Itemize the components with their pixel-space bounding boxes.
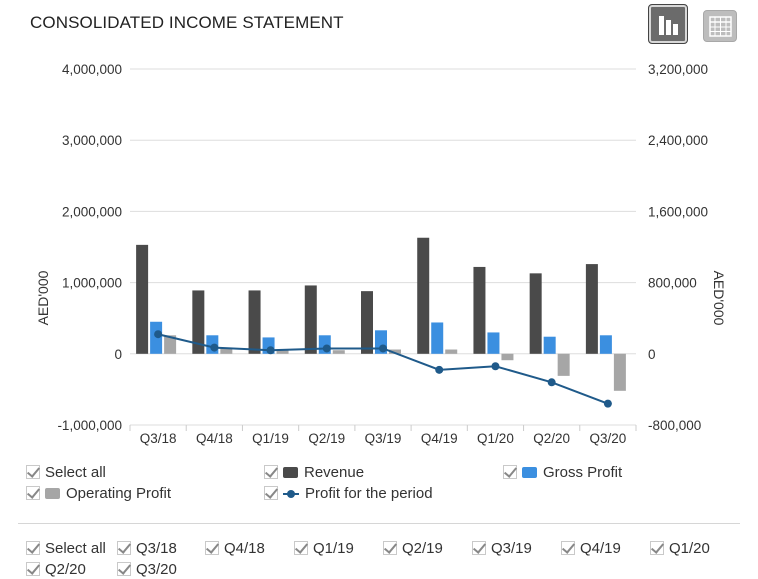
gross-profit-bar: [150, 321, 163, 354]
x-tick-label: Q2/20: [533, 431, 570, 446]
operating-profit-bar: [276, 350, 289, 354]
x-tick-label: Q3/19: [365, 431, 402, 446]
chart-title: CONSOLIDATED INCOME STATEMENT: [30, 13, 344, 32]
left-tick-label: 1,000,000: [62, 276, 122, 291]
divider: [18, 523, 740, 524]
left-axis-title: AED'000: [35, 270, 51, 325]
profit-point: [210, 343, 219, 352]
profit-point: [322, 344, 331, 353]
legend-operating-profit[interactable]: Operating Profit: [26, 485, 171, 502]
operating-profit-bar: [445, 349, 458, 354]
revenue-bar: [136, 244, 149, 354]
gross-profit-bar: [487, 332, 500, 354]
operating-profit-bar: [164, 335, 177, 354]
table-view-button[interactable]: [703, 10, 737, 42]
profit-point: [379, 344, 387, 353]
x-tick-label: Q1/20: [477, 431, 514, 446]
filter-period[interactable]: Q1/20: [650, 540, 710, 557]
gross-profit-bar: [599, 335, 612, 354]
revenue-bar: [417, 237, 430, 354]
filter-period[interactable]: Q3/19: [472, 540, 532, 557]
right-tick-label: 2,400,000: [648, 133, 708, 148]
profit-point: [491, 362, 500, 371]
operating-profit-bar: [332, 350, 345, 354]
revenue-bar: [361, 291, 373, 354]
revenue-swatch: [283, 467, 298, 478]
revenue-bar: [585, 264, 598, 354]
x-tick-label: Q2/19: [308, 431, 345, 446]
checkbox-icon[interactable]: [472, 541, 486, 555]
checkbox-icon[interactable]: [383, 541, 397, 555]
checkbox-icon[interactable]: [264, 465, 278, 479]
revenue-bar: [192, 290, 205, 354]
revenue-bar: [529, 273, 542, 354]
right-tick-label: -800,000: [648, 418, 701, 433]
x-tick-label: Q4/18: [196, 431, 233, 446]
right-tick-label: 3,200,000: [648, 62, 708, 77]
legend-revenue[interactable]: Revenue: [264, 464, 364, 481]
profit-point: [154, 330, 163, 339]
operating-profit-bar: [557, 353, 570, 376]
right-axis-title: AED'000: [711, 271, 727, 326]
x-tick-label: Q4/19: [421, 431, 458, 446]
bar-chart-icon: [659, 16, 678, 35]
checkbox-icon[interactable]: [26, 562, 40, 576]
chart-view-button[interactable]: [648, 4, 688, 44]
legend-profit-for-period[interactable]: Profit for the period: [264, 485, 433, 502]
right-tick-label: 0: [648, 347, 656, 362]
checkbox-icon[interactable]: [294, 541, 308, 555]
right-tick-label: 800,000: [648, 276, 697, 291]
revenue-bar: [248, 290, 261, 354]
left-tick-label: 0: [114, 347, 122, 362]
checkbox-icon[interactable]: [117, 541, 131, 555]
gross-profit-swatch: [522, 467, 537, 478]
filter-period[interactable]: Q1/19: [294, 540, 354, 557]
profit-line-swatch: [283, 488, 299, 499]
gross-profit-bar: [543, 336, 556, 354]
left-tick-label: 3,000,000: [62, 133, 122, 148]
operating-profit-bar: [501, 353, 514, 361]
checkbox-icon[interactable]: [264, 486, 278, 500]
filter-period[interactable]: Q3/20: [117, 561, 177, 578]
profit-point: [547, 378, 556, 387]
revenue-bar: [304, 285, 317, 354]
filter-period[interactable]: Q3/18: [117, 540, 177, 557]
gross-profit-bar: [431, 322, 444, 354]
left-tick-label: -1,000,000: [57, 418, 122, 433]
operating-profit-bar: [613, 353, 626, 391]
checkbox-icon[interactable]: [205, 541, 219, 555]
filter-period[interactable]: Q4/18: [205, 540, 265, 557]
operating-profit-bar: [389, 349, 401, 354]
left-tick-label: 4,000,000: [62, 62, 122, 77]
operating-profit-swatch: [45, 488, 60, 499]
right-tick-label: 1,600,000: [648, 204, 708, 219]
filter-select-all[interactable]: Select all: [26, 540, 106, 557]
table-grid-icon: [709, 16, 732, 37]
profit-point: [435, 365, 444, 374]
x-tick-label: Q1/19: [252, 431, 289, 446]
revenue-bar: [473, 266, 486, 354]
legend-gross-profit[interactable]: Gross Profit: [503, 464, 622, 481]
filter-period[interactable]: Q4/19: [561, 540, 621, 557]
x-tick-label: Q3/18: [140, 431, 177, 446]
checkbox-icon[interactable]: [503, 465, 517, 479]
legend-select-all[interactable]: Select all: [26, 464, 106, 481]
checkbox-icon[interactable]: [561, 541, 575, 555]
checkbox-icon[interactable]: [26, 465, 40, 479]
checkbox-icon[interactable]: [26, 541, 40, 555]
filter-period[interactable]: Q2/20: [26, 561, 86, 578]
filter-period[interactable]: Q2/19: [383, 540, 443, 557]
left-tick-label: 2,000,000: [62, 204, 122, 219]
profit-point: [266, 346, 275, 355]
checkbox-icon[interactable]: [26, 486, 40, 500]
operating-profit-bar: [220, 348, 233, 354]
x-tick-label: Q3/20: [589, 431, 626, 446]
checkbox-icon[interactable]: [650, 541, 664, 555]
income-chart: 4,000,000 3,200,000 3,000,000 2,400,000 2,00…: [35, 62, 727, 446]
checkbox-icon[interactable]: [117, 562, 131, 576]
profit-point: [603, 399, 612, 408]
